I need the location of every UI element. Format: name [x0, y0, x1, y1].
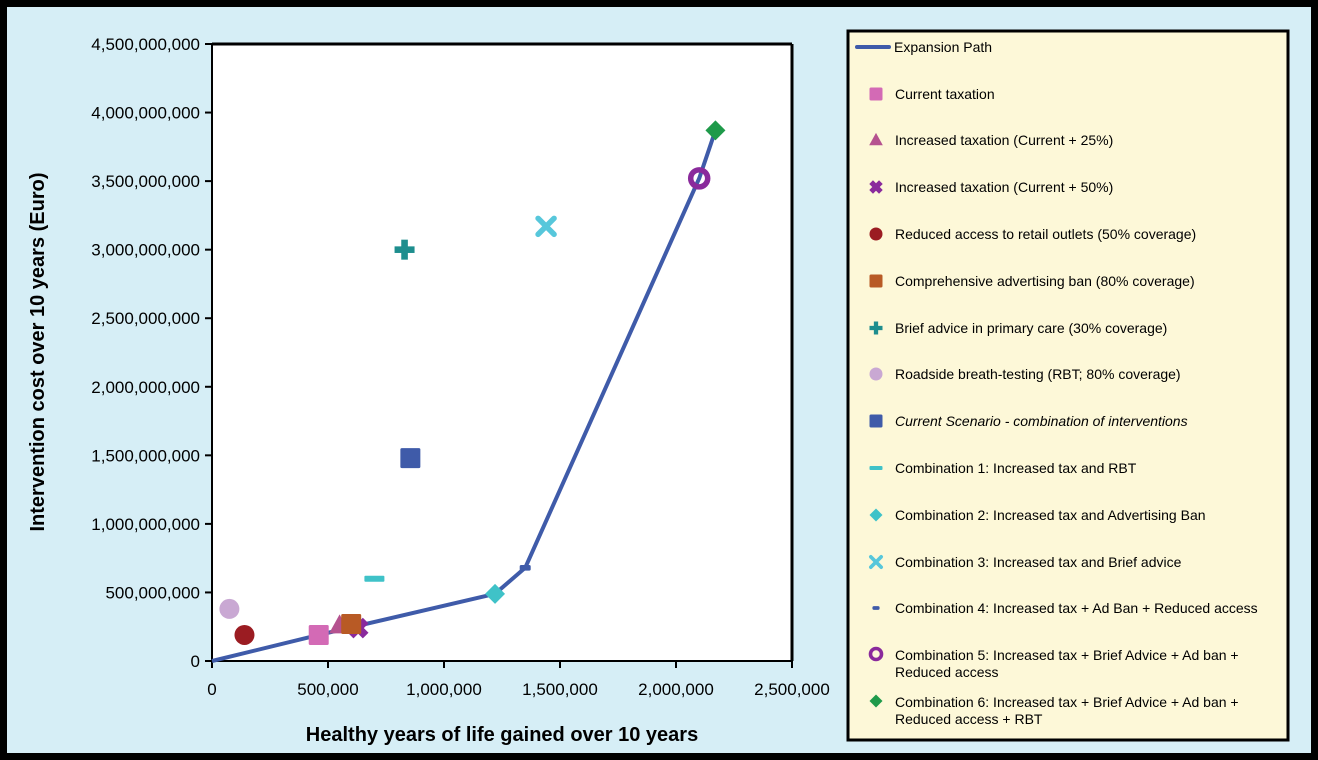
x-tick-label: 1,000,000 — [406, 680, 482, 699]
marker-dash — [364, 575, 385, 582]
y-tick-label: 4,500,000,000 — [91, 35, 200, 54]
legend-label: Combination 6: Increased tax + Brief Adv… — [895, 694, 1239, 710]
y-tick-label: 0 — [191, 652, 200, 671]
marker-square — [400, 448, 421, 469]
data-point — [234, 624, 255, 645]
x-axis-title: Healthy years of life gained over 10 yea… — [306, 724, 698, 746]
marker-dash — [869, 466, 883, 470]
x-tick-label: 500,000 — [297, 680, 358, 699]
data-point — [308, 624, 329, 645]
marker-triangle — [869, 132, 883, 146]
x-tick-label: 0 — [207, 680, 216, 699]
data-point — [219, 598, 240, 619]
x-tick-label: 2,500,000 — [754, 680, 830, 699]
legend-label: Current Scenario - combination of interv… — [895, 413, 1188, 429]
legend-label: Reduced access + RBT — [895, 711, 1043, 727]
marker-circle — [219, 598, 240, 619]
marker-dash — [872, 606, 880, 610]
legend-label: Current taxation — [895, 86, 995, 102]
y-tick-label: 1,500,000,000 — [91, 446, 200, 465]
legend-marker — [869, 87, 883, 101]
legend-label: Reduced access — [895, 664, 999, 680]
plot-area — [212, 44, 792, 661]
marker-plus-v — [873, 321, 879, 335]
data-point — [519, 564, 531, 571]
legend-label: Brief advice in primary care (30% covera… — [895, 320, 1167, 336]
marker-circle — [869, 367, 883, 381]
legend-marker — [869, 414, 883, 428]
legend-marker — [869, 274, 883, 288]
marker-ring — [687, 167, 711, 190]
marker-square — [869, 414, 883, 428]
marker-x-b — [869, 555, 883, 569]
y-tick-label: 3,000,000,000 — [91, 241, 200, 260]
legend-marker — [869, 466, 883, 470]
y-tick-label: 4,000,000,000 — [91, 104, 200, 123]
legend-marker — [868, 646, 884, 662]
y-tick-label: 2,500,000,000 — [91, 309, 200, 328]
marker-dash — [519, 564, 531, 571]
data-point — [535, 215, 557, 238]
legend-label: Increased taxation (Current + 25%) — [895, 132, 1113, 148]
marker-plus-v — [401, 239, 408, 260]
legend-marker — [869, 227, 883, 241]
plot-layer: 0 500,000,000 1,000,000,000 1,500,000,000 2,… — [91, 35, 830, 699]
legend-label: Expansion Path — [894, 39, 992, 55]
y-tick-label: 2,000,000,000 — [91, 378, 200, 397]
legend-marker — [869, 367, 883, 381]
legend-label: Combination 2: Increased tax and Adverti… — [895, 507, 1206, 523]
marker-diamond — [705, 120, 726, 141]
marker-square — [308, 624, 329, 645]
legend-marker — [869, 508, 883, 522]
data-point — [364, 575, 385, 582]
data-point — [485, 583, 506, 604]
legend-marker — [869, 694, 883, 708]
legend-marker — [869, 180, 883, 194]
legend-marker — [872, 606, 880, 610]
legend-box — [846, 29, 1290, 742]
data-point — [400, 448, 421, 469]
x-tick-label: 1,500,000 — [522, 680, 598, 699]
data-point — [394, 239, 415, 260]
marker-ring — [868, 646, 884, 662]
legend-label: Combination 4: Increased tax + Ad Ban + … — [895, 600, 1258, 616]
marker-circle — [234, 624, 255, 645]
marker-circle — [869, 227, 883, 241]
marker-x-b — [869, 180, 883, 194]
marker-x-b — [535, 215, 557, 238]
marker-diamond — [485, 583, 506, 604]
y-tick-label: 500,000,000 — [105, 583, 200, 602]
legend-label: Combination 1: Increased tax and RBT — [895, 460, 1137, 476]
legend-label: Increased taxation (Current + 50%) — [895, 179, 1113, 195]
legend-marker — [869, 132, 883, 146]
legend-label: Comprehensive advertising ban (80% cover… — [895, 273, 1195, 289]
data-point — [687, 167, 711, 190]
legend-marker — [869, 321, 883, 335]
y-tick-label: 3,500,000,000 — [91, 172, 200, 191]
marker-diamond — [869, 694, 883, 708]
legend-label: Combination 3: Increased tax and Brief a… — [895, 554, 1182, 570]
legend-label: Combination 5: Increased tax + Brief Adv… — [895, 647, 1239, 663]
y-axis-title: Intervention cost over 10 years (Euro) — [27, 172, 49, 531]
data-point — [705, 120, 726, 141]
legend-label: Roadside breath-testing (RBT; 80% covera… — [895, 366, 1181, 382]
x-tick-label: 2,000,000 — [638, 680, 714, 699]
marker-square — [341, 613, 362, 634]
marker-diamond — [869, 508, 883, 522]
legend: Expansion Path Current taxation Increased … — [846, 29, 1290, 742]
marker-square — [869, 274, 883, 288]
legend-label: Reduced access to retail outlets (50% co… — [895, 226, 1196, 242]
marker-square — [869, 87, 883, 101]
legend-marker — [869, 555, 883, 569]
data-point — [341, 613, 362, 634]
y-tick-label: 1,000,000,000 — [91, 515, 200, 534]
